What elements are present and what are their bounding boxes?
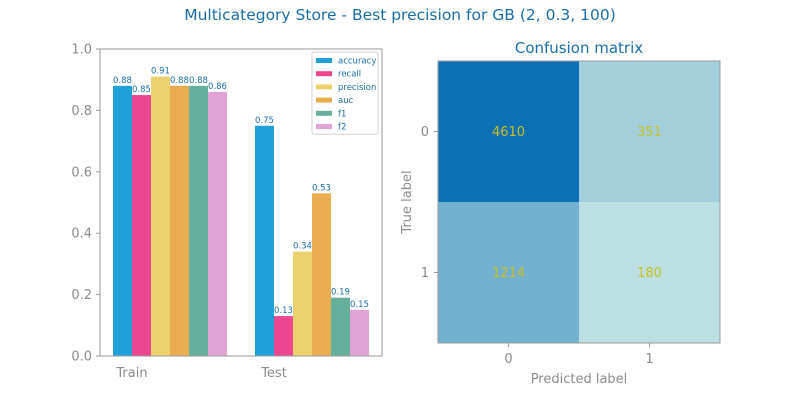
y-tick-label: 0.0 [71,350,92,365]
x-tick-label: 1 [645,352,653,367]
legend-item-f2: f2 [338,123,346,133]
matrix-cell-value: 4610 [492,125,525,140]
legend-item-f1: f1 [338,109,346,119]
bar-accuracy-test [255,125,274,356]
bar-auc-test [312,193,331,356]
matrix-cell [579,202,720,343]
matrix-cell-value: 351 [637,125,662,140]
confusion-matrix-y-label: True label [400,170,415,234]
bar-value-label: 0.53 [312,183,331,193]
x-tick-label: Train [115,366,147,381]
bar-value-label: 0.88 [170,76,189,86]
confusion-matrix-cells: 4610 351 1214 180 [438,61,720,343]
figure-title: Multicategory Store - Best precision for… [184,6,616,24]
matrix-cell-value: 1214 [492,266,525,281]
y-tick-label: 1 [421,266,429,281]
bar-precision-train [151,76,170,356]
legend-item-accuracy: accuracy [338,57,376,67]
legend-swatch [316,97,332,103]
matrix-cell [438,61,579,202]
matrix-cell [579,61,720,202]
bar-value-label: 0.88 [189,76,208,86]
x-tick-label: 0 [504,352,512,367]
x-tick-label: Test [260,366,287,381]
bar-value-label: 0.86 [208,82,227,92]
y-tick-label: 0.8 [71,104,92,119]
legend-swatch [316,71,332,77]
bar-recall-test [274,316,293,356]
legend-item-auc: auc [338,96,354,106]
legend-swatch [316,84,332,90]
bar-f2-train [208,91,227,356]
confusion-matrix-x-label: Predicted label [531,372,628,387]
bar-x-axis: Train Test [115,366,286,381]
legend-item-recall: recall [338,70,361,80]
matrix-cell-value: 180 [637,266,662,281]
confusion-matrix-frame [437,60,721,344]
bar-auc-train [170,85,189,356]
bar-value-label: 0.75 [255,116,274,126]
bar-value-label: 0.13 [274,306,293,316]
bar-value-label: 0.19 [331,288,350,298]
bar-y-axis: 0.0 0.2 0.4 0.6 0.8 1.0 [71,43,100,365]
bar-precision-test [293,251,312,356]
bar-series-group [113,76,369,357]
bar-value-label: 0.15 [350,300,369,310]
bar-legend: accuracy recall precision auc f1 f2 [311,51,379,135]
matrix-cell [438,202,579,343]
bar-f2-test [350,309,369,356]
confusion-matrix-title: Confusion matrix [515,39,643,57]
y-tick-label: 0.2 [71,288,92,303]
legend-swatch [316,110,332,116]
legend-swatch [316,58,332,63]
bar-value-label: 0.85 [132,85,151,95]
bar-f1-train [189,85,208,356]
bar-chart: 0.88 0.75 0.85 0.13 0.91 0.34 0.88 0.53 0.88 0.19… [71,43,383,381]
legend-item-precision: precision [338,83,376,93]
y-tick-label: 0.4 [71,227,92,242]
legend-swatch [316,124,332,129]
bar-accuracy-train [113,85,132,356]
bar-value-label: 0.91 [151,67,170,77]
bar-f1-test [331,297,350,356]
bar-plot-frame [99,48,383,357]
confusion-matrix-chart: Confusion matrix 4610 351 1214 180 0 1 0 1 Pre… [400,39,721,387]
y-tick-label: 0 [421,125,429,140]
bar-value-label: 0.34 [293,242,312,252]
confusion-matrix-axes: 0 1 0 1 [421,125,654,367]
bar-value-label: 0.88 [113,76,132,86]
y-tick-label: 1.0 [71,43,92,58]
y-tick-label: 0.6 [71,165,92,180]
bar-value-labels: 0.88 0.75 0.85 0.13 0.91 0.34 0.88 0.53 0.88 0.19… [113,67,369,316]
bar-recall-train [132,95,151,357]
